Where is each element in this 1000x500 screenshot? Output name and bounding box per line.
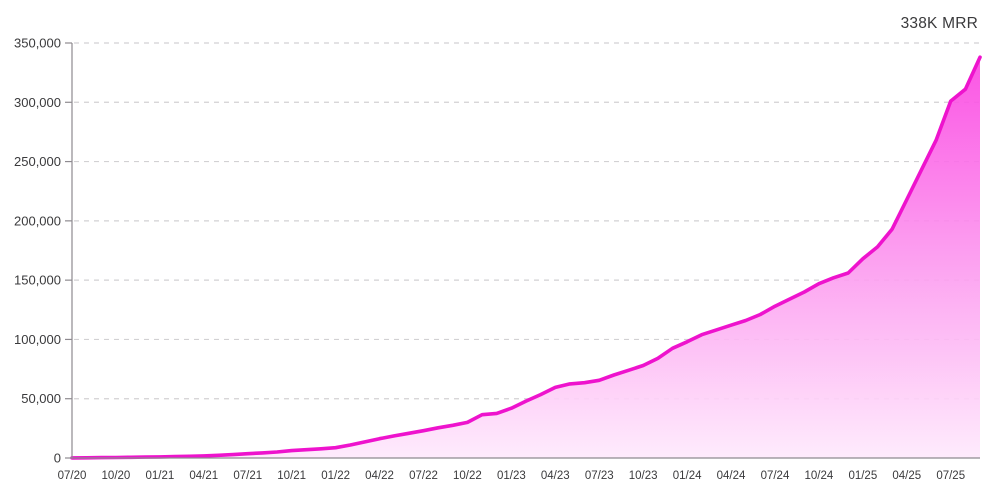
x-tick-label: 01/22 xyxy=(321,470,350,482)
x-tick-label: 10/22 xyxy=(453,470,482,482)
x-tick-label: 04/22 xyxy=(365,470,394,482)
x-tick-label: 07/21 xyxy=(233,470,262,482)
y-tick-label: 200,000 xyxy=(14,213,61,228)
y-tick-label: 100,000 xyxy=(14,332,61,347)
area-series xyxy=(72,57,980,458)
y-tick-label: 250,000 xyxy=(14,154,61,169)
x-tick-label: 01/25 xyxy=(848,470,877,482)
y-tick-label: 350,000 xyxy=(14,36,61,51)
y-tick-label: 300,000 xyxy=(14,95,61,110)
y-axis: 0 50,000 100,000 150,000 200,000 250,000 300,0… xyxy=(14,36,73,466)
y-tick-label: 0 xyxy=(54,451,61,466)
x-tick-label: 01/23 xyxy=(497,470,526,482)
x-tick-label: 07/25 xyxy=(936,470,965,482)
gridlines xyxy=(74,42,980,400)
x-tick-label: 04/21 xyxy=(189,470,218,482)
x-tick-label: 10/23 xyxy=(629,470,658,482)
x-tick-label: 07/22 xyxy=(409,470,438,482)
x-tick-label: 07/24 xyxy=(761,470,790,482)
y-tick-label: 50,000 xyxy=(21,391,61,406)
mrr-total-label: 338K MRR xyxy=(900,15,978,32)
x-tick-label: 10/24 xyxy=(805,470,834,482)
x-tick-label: 04/24 xyxy=(717,470,746,482)
x-tick-label: 07/23 xyxy=(585,470,614,482)
x-tick-label: 10/21 xyxy=(277,470,306,482)
x-tick-label: 04/25 xyxy=(892,470,921,482)
x-tick-label: 07/20 xyxy=(58,470,87,482)
line-series xyxy=(70,55,982,460)
x-tick-label: 04/23 xyxy=(541,470,570,482)
mrr-line xyxy=(70,55,982,460)
mrr-area-fill xyxy=(72,57,980,458)
y-tick-label: 150,000 xyxy=(14,273,61,288)
x-tick-label: 10/20 xyxy=(102,470,131,482)
x-tick-label: 01/21 xyxy=(145,470,174,482)
x-tick-label: 01/24 xyxy=(673,470,702,482)
x-axis: 07/20 10/20 01/21 04/21 07/21 10/21 01/22 04/22… xyxy=(58,457,980,482)
